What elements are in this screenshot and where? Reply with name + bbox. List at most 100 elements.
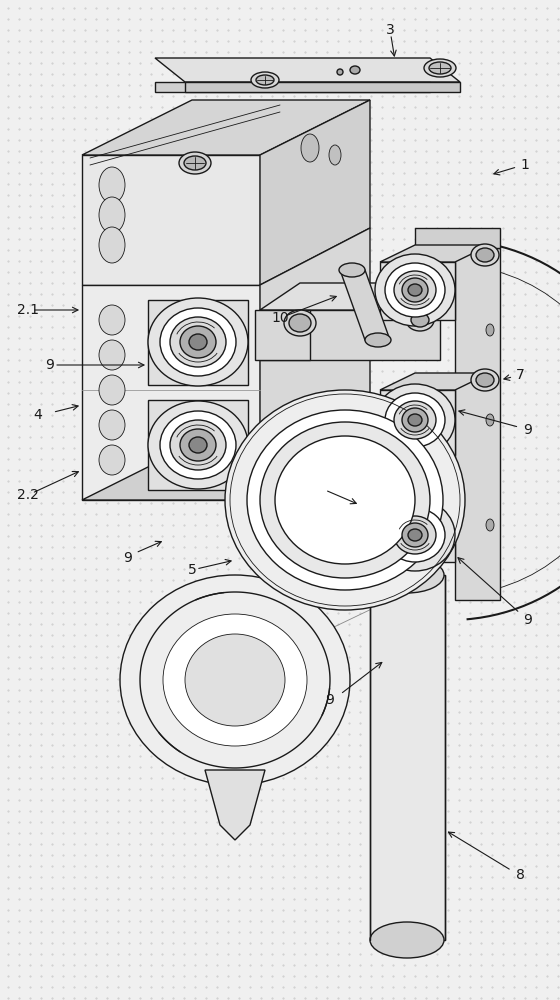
- Polygon shape: [260, 283, 480, 310]
- Polygon shape: [82, 100, 370, 155]
- Ellipse shape: [370, 922, 444, 958]
- Ellipse shape: [471, 244, 499, 266]
- Ellipse shape: [375, 384, 455, 456]
- Ellipse shape: [99, 340, 125, 370]
- Ellipse shape: [408, 284, 422, 296]
- Text: 3: 3: [386, 23, 394, 37]
- Ellipse shape: [120, 575, 350, 785]
- Polygon shape: [255, 310, 310, 360]
- Ellipse shape: [99, 227, 125, 263]
- Ellipse shape: [424, 59, 456, 77]
- Polygon shape: [148, 300, 248, 385]
- Ellipse shape: [99, 305, 125, 335]
- Ellipse shape: [337, 69, 343, 75]
- Text: 8: 8: [516, 868, 524, 882]
- Ellipse shape: [99, 167, 125, 203]
- Ellipse shape: [329, 145, 341, 165]
- Text: 2.1: 2.1: [17, 303, 39, 317]
- Ellipse shape: [170, 317, 226, 367]
- Ellipse shape: [375, 254, 455, 326]
- Ellipse shape: [160, 308, 236, 376]
- Ellipse shape: [180, 429, 216, 461]
- Polygon shape: [155, 82, 430, 92]
- Ellipse shape: [375, 499, 455, 571]
- Ellipse shape: [189, 334, 207, 350]
- Polygon shape: [455, 248, 500, 600]
- Ellipse shape: [486, 414, 494, 426]
- Ellipse shape: [408, 529, 422, 541]
- Ellipse shape: [148, 298, 248, 386]
- Ellipse shape: [289, 314, 311, 332]
- Text: 4: 4: [34, 408, 43, 422]
- Ellipse shape: [471, 369, 499, 391]
- Ellipse shape: [394, 516, 436, 554]
- Ellipse shape: [385, 393, 445, 447]
- Polygon shape: [82, 155, 260, 285]
- Ellipse shape: [99, 410, 125, 440]
- Ellipse shape: [260, 422, 430, 578]
- Ellipse shape: [284, 310, 316, 336]
- Ellipse shape: [251, 72, 279, 88]
- Text: 9: 9: [45, 358, 54, 372]
- Ellipse shape: [402, 278, 428, 302]
- Text: 9: 9: [524, 613, 533, 627]
- Ellipse shape: [370, 557, 444, 593]
- Text: 9: 9: [325, 693, 334, 707]
- Ellipse shape: [225, 390, 465, 610]
- Text: 1: 1: [521, 158, 529, 172]
- Text: 9: 9: [524, 423, 533, 437]
- Polygon shape: [340, 270, 390, 340]
- Polygon shape: [380, 507, 455, 562]
- Ellipse shape: [411, 313, 429, 327]
- Text: 2.2: 2.2: [17, 488, 39, 502]
- Polygon shape: [415, 228, 500, 248]
- Ellipse shape: [301, 134, 319, 162]
- Ellipse shape: [406, 309, 434, 331]
- Ellipse shape: [170, 420, 226, 470]
- Ellipse shape: [385, 263, 445, 317]
- Ellipse shape: [163, 614, 307, 746]
- Text: 10: 10: [271, 311, 289, 325]
- Ellipse shape: [180, 326, 216, 358]
- Ellipse shape: [429, 62, 451, 74]
- Ellipse shape: [476, 248, 494, 262]
- Ellipse shape: [350, 66, 360, 74]
- Ellipse shape: [365, 333, 391, 347]
- Ellipse shape: [275, 436, 415, 564]
- Polygon shape: [82, 445, 370, 500]
- Ellipse shape: [184, 156, 206, 170]
- Ellipse shape: [185, 634, 285, 726]
- Ellipse shape: [189, 437, 207, 453]
- Ellipse shape: [408, 414, 422, 426]
- Polygon shape: [185, 82, 460, 92]
- Ellipse shape: [179, 152, 211, 174]
- Ellipse shape: [394, 271, 436, 309]
- Ellipse shape: [148, 401, 248, 489]
- Ellipse shape: [99, 445, 125, 475]
- Ellipse shape: [385, 508, 445, 562]
- Ellipse shape: [339, 263, 365, 277]
- Ellipse shape: [247, 410, 443, 590]
- Text: 9: 9: [124, 551, 132, 565]
- Ellipse shape: [99, 197, 125, 233]
- Ellipse shape: [99, 375, 125, 405]
- Polygon shape: [380, 373, 490, 390]
- Polygon shape: [370, 575, 445, 940]
- Polygon shape: [260, 100, 370, 285]
- Ellipse shape: [486, 324, 494, 336]
- Polygon shape: [205, 770, 265, 840]
- Polygon shape: [155, 58, 460, 82]
- Ellipse shape: [402, 408, 428, 432]
- Polygon shape: [82, 285, 260, 500]
- Ellipse shape: [486, 519, 494, 531]
- Text: 7: 7: [516, 368, 524, 382]
- Ellipse shape: [476, 373, 494, 387]
- Ellipse shape: [394, 401, 436, 439]
- Polygon shape: [380, 390, 455, 455]
- Polygon shape: [260, 228, 370, 500]
- Polygon shape: [380, 262, 455, 320]
- Ellipse shape: [160, 411, 236, 479]
- Polygon shape: [380, 245, 490, 262]
- Ellipse shape: [402, 523, 428, 547]
- Ellipse shape: [256, 75, 274, 85]
